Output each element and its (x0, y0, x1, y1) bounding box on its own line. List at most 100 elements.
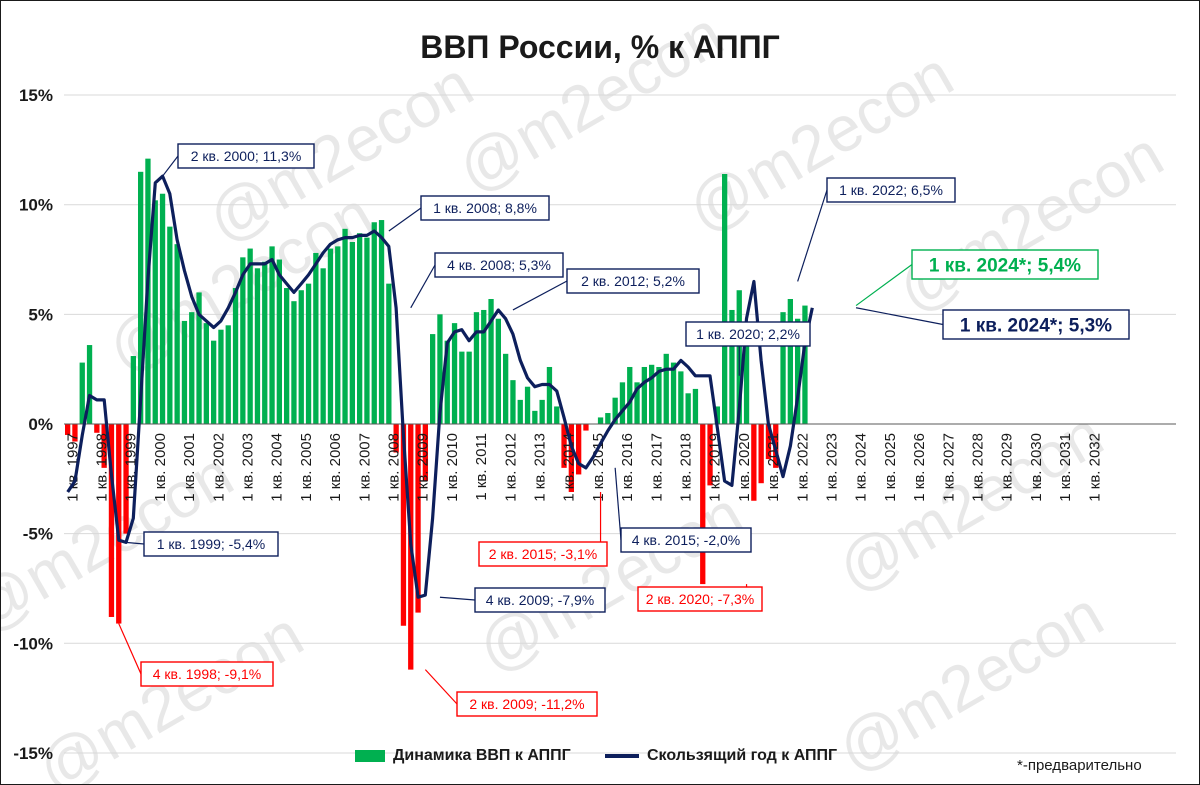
x-tick-label: 1 кв. 2004 (269, 433, 286, 502)
bar (597, 417, 604, 424)
bar (765, 424, 772, 460)
bar (466, 351, 472, 424)
callout-label: 1 кв. 2022; 6,5% (839, 182, 943, 198)
bar (568, 424, 574, 492)
callout-leader (439, 596, 476, 601)
bar (313, 252, 319, 424)
bar (707, 424, 713, 486)
x-tick-label: 1 кв. 2013 (531, 433, 548, 502)
y-tick-label: 0% (28, 415, 53, 434)
bar (371, 222, 377, 424)
bar (386, 283, 392, 424)
bar (65, 424, 71, 435)
x-tick-label: 1 кв. 2012 (502, 433, 519, 502)
x-tick-label: 1 кв. 2030 (1028, 433, 1045, 502)
bar (101, 424, 107, 468)
bar (663, 353, 669, 424)
bar (298, 290, 304, 424)
callout-leader (388, 207, 422, 232)
bar (722, 173, 728, 424)
y-tick-label: -10% (13, 634, 53, 653)
y-tick-label: 10% (19, 196, 53, 215)
x-tick-label: 1 кв. 2027 (940, 433, 957, 502)
bar (561, 424, 567, 468)
x-tick-label: 1 кв. 2016 (619, 433, 636, 502)
x-tick-label: 1 кв. 2000 (152, 433, 169, 502)
bar (152, 200, 158, 424)
bar (327, 248, 334, 424)
y-tick-label: 15% (19, 86, 53, 105)
callout-box (456, 691, 598, 717)
callout-2q2015: 2 кв. 2015; -3,1% (478, 491, 608, 567)
bar (780, 312, 786, 424)
y-tick-label: -15% (13, 744, 53, 763)
callout-label: 4 кв. 2008; 5,3% (447, 257, 551, 273)
legend-line-label: Скользящий год к АППГ (647, 747, 838, 764)
callout-1q2008: 1 кв. 2008; 8,8% (388, 195, 550, 232)
bar (802, 305, 808, 424)
bar (196, 292, 202, 424)
x-tick-label: 1 кв. 2029 (999, 433, 1016, 502)
callout-box (478, 541, 608, 567)
callout-leader (797, 189, 828, 282)
bar (181, 320, 188, 424)
bar (291, 301, 297, 424)
bar (517, 399, 523, 424)
callout-box (143, 531, 279, 557)
bar (123, 424, 129, 534)
bar (116, 424, 122, 624)
bar (232, 288, 239, 424)
bar (349, 241, 355, 424)
callout-box (637, 586, 763, 612)
callout-label: 1 кв. 2020; 2,2% (696, 326, 800, 342)
x-tick-label: 1 кв. 2032 (1086, 433, 1103, 502)
bar (262, 261, 268, 424)
y-tick-label: 5% (28, 305, 53, 324)
bar (72, 424, 78, 442)
bar (211, 340, 217, 424)
x-tick-label: 1 кв. 2005 (298, 433, 315, 502)
x-tick-label: 1 кв. 2017 (648, 433, 665, 502)
bar (415, 424, 421, 613)
watermark-text: @m2econ (465, 478, 754, 687)
x-tick-label: 1 кв. 2001 (181, 433, 198, 502)
callout-label: 4 кв. 2015; -2,0% (632, 532, 741, 548)
bar (583, 424, 589, 431)
bar (554, 406, 560, 424)
bar (670, 362, 677, 424)
bar (247, 248, 253, 424)
bar (546, 366, 553, 424)
bar (108, 424, 115, 617)
callout-label: 2 кв. 2000; 11,3% (191, 148, 302, 164)
callout-box (420, 195, 550, 221)
x-tick-label: 1 кв. 2010 (444, 433, 461, 502)
callout-1q2024-bar: 1 кв. 2024*; 5,4% (855, 249, 1099, 307)
callout-leader (512, 280, 568, 311)
bar (656, 366, 662, 424)
legend-bars: Динамика ВВП к АППГ (355, 747, 571, 765)
bar (619, 382, 626, 424)
watermark-text: @m2econ (885, 118, 1174, 327)
bar (503, 353, 509, 424)
callout-label: 4 кв. 2009; -7,9% (486, 592, 595, 608)
x-tick-label: 1 кв. 2023 (823, 433, 840, 502)
bar (576, 424, 582, 475)
x-tick-label: 1 кв. 2006 (327, 433, 344, 502)
bar (685, 393, 691, 424)
bar (795, 318, 801, 424)
bar (751, 424, 757, 501)
callout-leader (410, 264, 436, 309)
x-tick-label: 1 кв. 2009 (415, 433, 432, 502)
callout-label: 1 кв. 2008; 8,8% (433, 200, 537, 216)
rolling-year-line (66, 174, 814, 599)
callout-4q1998: 4 кв. 1998; -9,1% (118, 623, 274, 687)
bar (481, 309, 487, 424)
bar (240, 257, 246, 424)
callout-box (942, 309, 1130, 340)
chart-title: ВВП России, % к АППГ (420, 29, 780, 65)
callout-2q2000: 2 кв. 2000; 11,3% (162, 143, 315, 177)
bar (444, 340, 450, 424)
x-tick-label: 1 кв. 2019 (707, 433, 724, 502)
callout-box (474, 587, 606, 613)
callout-box (620, 527, 752, 553)
